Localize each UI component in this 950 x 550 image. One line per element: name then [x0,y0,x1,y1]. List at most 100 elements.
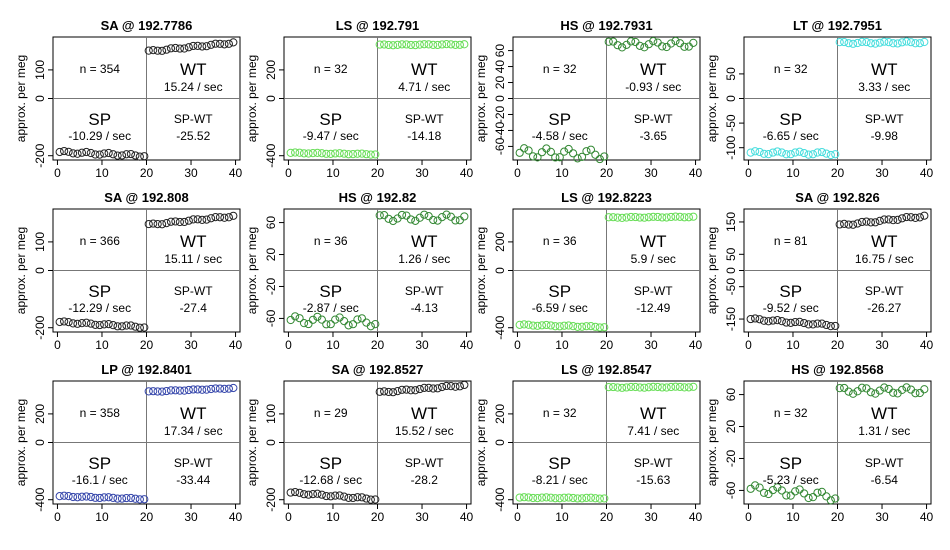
y-tick-label: -50 [724,114,738,132]
y-axis-label: approx. per meg [474,55,488,142]
sp-data-point [326,492,335,501]
wt-data-point [215,39,225,48]
wt-data-point [460,212,469,221]
y-tick-label: 60 [493,44,507,58]
sp-data-point [299,490,309,499]
wt-data-point [202,385,211,394]
sp-data-point [573,154,582,163]
wt-data-point [397,210,407,220]
sp-data-point [773,147,782,156]
sp-data-point [348,320,358,329]
x-tick-label: 20 [371,510,385,524]
wt-label: WT [640,60,666,79]
wt-data-point [415,384,424,394]
y-axis-label: approx. per meg [245,227,259,314]
wt-data-point [848,220,858,229]
sp-data-point [569,493,578,503]
wt-data-point [184,216,193,225]
sp-wt-label: SP-WT [174,112,213,126]
wt-data-point [149,46,158,55]
sp-data-point [340,317,349,326]
wt-data-point [658,42,667,51]
wt-data-point [626,382,636,392]
sp-data-point [573,322,582,331]
y-axis-label: approx. per meg [474,399,488,486]
sp-data-point [109,321,118,330]
sp-wt-value: -28.2 [411,473,439,487]
chart-panel-6: HS @ 192.82 0 10 20 30 40 -60 -20 20 60 approx. pe… [245,190,474,352]
wt-data-point [875,216,884,225]
x-tick-label: 0 [745,338,752,352]
wt-data-point [166,217,176,226]
wt-data-point [893,39,902,48]
sp-data-point [286,315,295,325]
x-tick-label: 10 [786,166,800,180]
sp-wt-value: -25.52 [176,129,210,143]
sp-wt-value: -4.13 [411,301,439,315]
x-tick-label: 20 [831,166,845,180]
wt-data-point [835,220,844,229]
sp-data-point [791,487,800,496]
sp-data-point [77,492,87,501]
wt-data-point [446,212,456,221]
sp-data-point [591,494,600,503]
sp-data-point [777,148,786,157]
wt-data-point [866,388,875,397]
sp-data-point [515,148,524,157]
chart-panel-10: SA @ 192.8527 0 10 20 30 40 -200 0 100 approx. pe… [245,362,474,524]
x-tick-label: 0 [745,166,752,180]
sp-data-point [131,494,140,503]
sp-data-point [95,320,104,330]
y-tick-label: 0 [724,95,738,102]
sp-label: SP [779,454,802,473]
sp-data-point [795,317,804,326]
sp-data-point [295,148,304,157]
y-tick-label: 0 [33,95,47,102]
x-tick-label: 30 [644,338,658,352]
sp-data-point [122,493,131,503]
sp-data-point [537,493,547,502]
wt-data-point [906,38,916,47]
wt-data-point [604,213,613,222]
wt-data-point [446,382,456,391]
chart-title: LS @ 192.8547 [561,362,652,377]
sp-data-point [82,492,91,501]
x-tick-label: 0 [514,510,521,524]
wt-data-point [380,211,389,220]
wt-data-point [388,216,398,226]
wt-data-point [424,212,433,221]
sp-data-point [533,493,542,503]
sp-data-point [773,316,782,325]
y-tick-label: -50 [724,278,738,296]
sp-data-point [560,493,569,502]
y-tick-label: 60 [264,216,278,230]
y-tick-label: 0 [493,439,507,446]
wt-data-point [193,41,202,50]
wt-data-point [866,218,875,227]
wt-data-point [871,218,880,227]
y-tick-label: 100 [33,60,47,80]
x-tick-label: 40 [689,338,703,352]
wt-data-point [220,213,229,222]
sp-data-point [117,322,127,331]
wt-label: WT [871,232,897,251]
sample-count-label: n = 354 [80,62,121,76]
sp-data-point [542,320,551,330]
sp-data-point [109,493,118,502]
sp-data-point [317,490,326,499]
y-tick-label: -200 [33,315,47,339]
sp-data-point [746,148,755,157]
wt-data-point [875,38,884,47]
sp-data-point [113,151,122,160]
sp-data-point [577,322,587,331]
wt-data-point [640,213,649,222]
sp-data-point [304,319,313,329]
sp-data-point [73,493,82,502]
y-tick-label: 20 [493,76,507,90]
wt-data-point [857,383,867,392]
wt-data-point [411,386,420,395]
sp-data-point [60,491,69,500]
wt-data-point [626,37,636,46]
x-tick-label: 20 [140,338,154,352]
y-tick-label: 50 [724,67,738,81]
